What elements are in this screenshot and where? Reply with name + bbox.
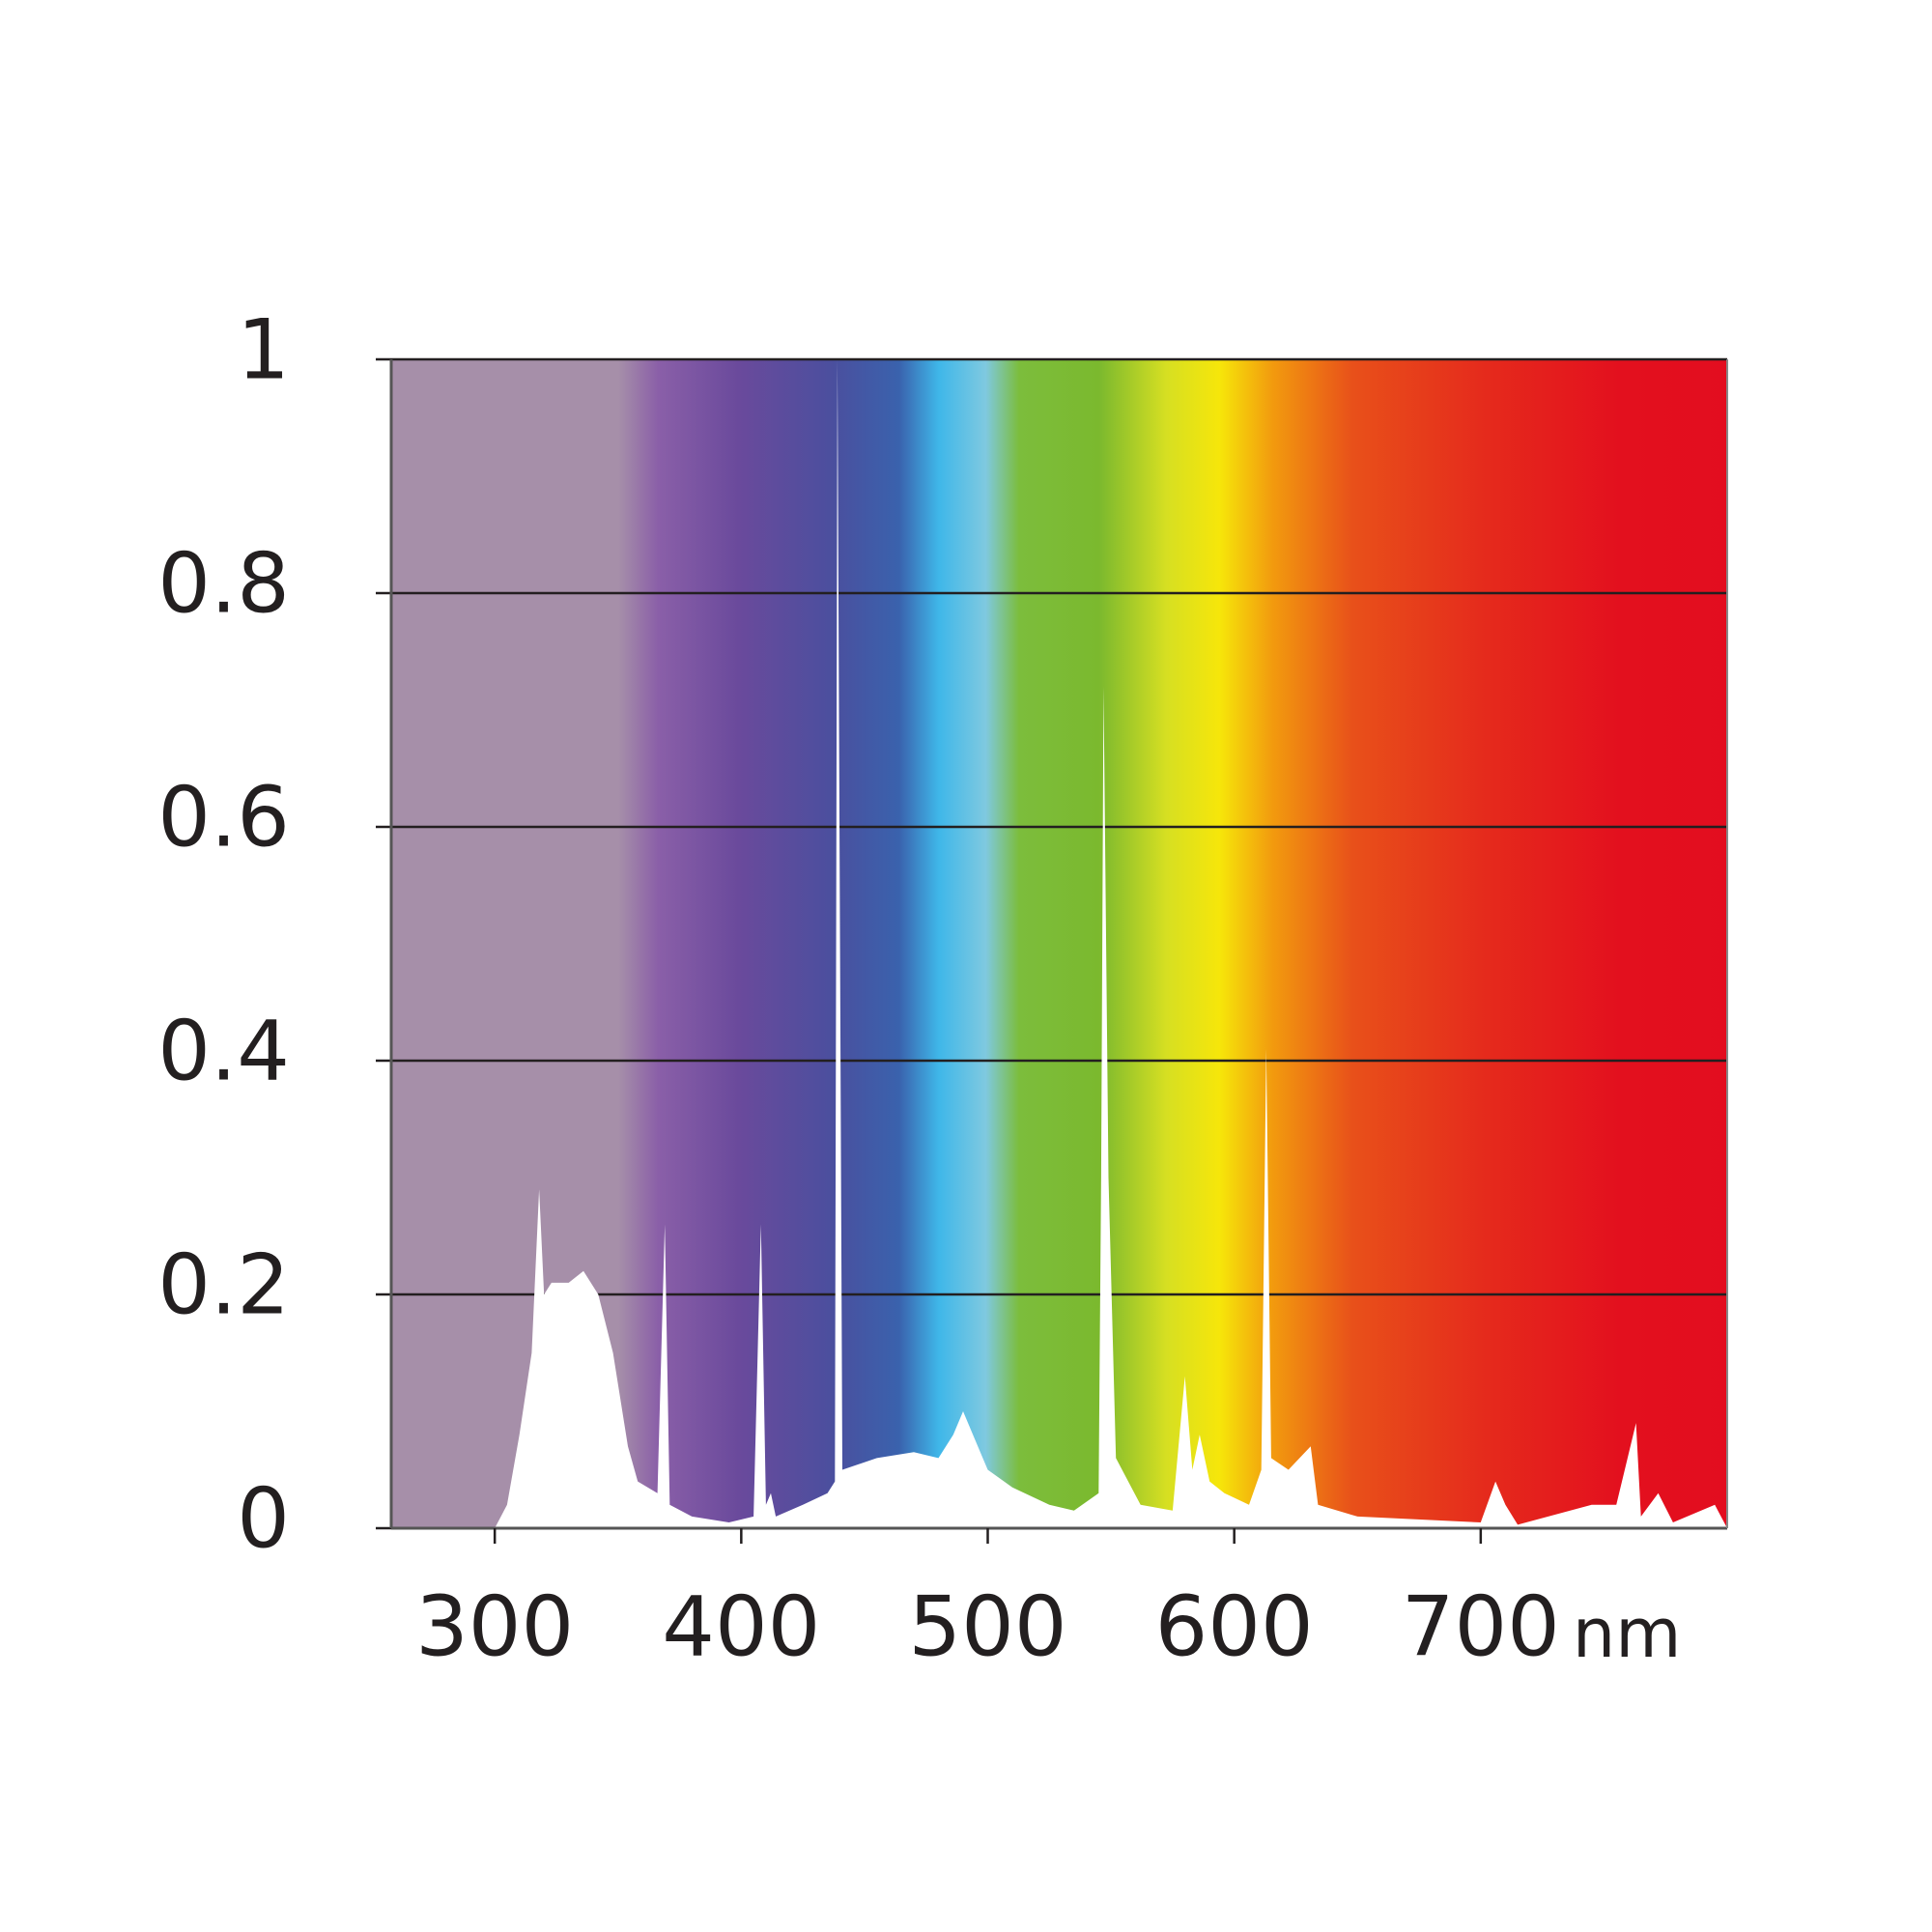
x-tick-label: 500	[908, 1578, 1066, 1675]
y-tick-label: 0	[237, 1470, 290, 1567]
x-unit-label: nm	[1573, 1594, 1682, 1673]
y-tick-label: 0.2	[157, 1236, 290, 1333]
x-tick-label: 300	[415, 1578, 574, 1675]
y-tick-label: 0.6	[157, 769, 290, 866]
y-tick-label: 1	[237, 301, 290, 398]
x-tick-label: 700	[1402, 1578, 1560, 1675]
y-tick-label: 0.8	[157, 535, 290, 632]
x-tick-label: 600	[1155, 1578, 1314, 1675]
x-tick-label: 400	[662, 1578, 820, 1675]
y-tick-label: 0.4	[157, 1003, 290, 1099]
spectrum-background	[391, 359, 1727, 1528]
spectrum-area	[391, 359, 1727, 1528]
